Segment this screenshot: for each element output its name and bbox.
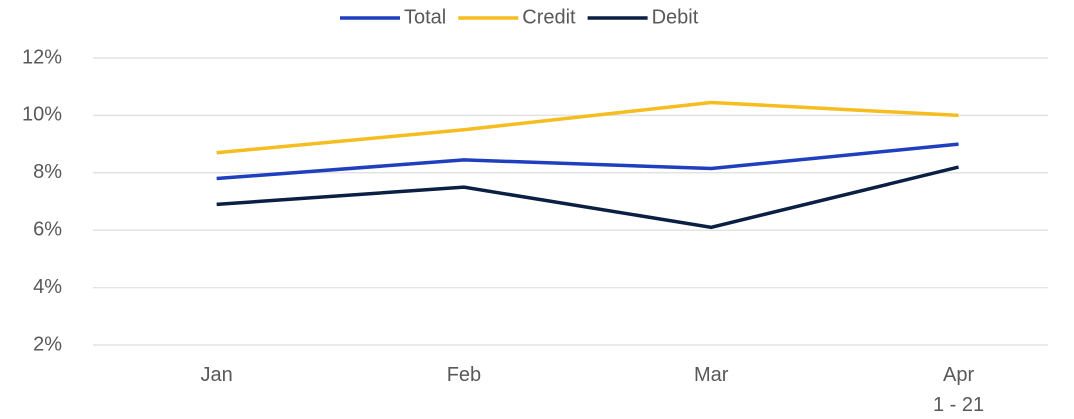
x-tick-label: Jan — [201, 364, 233, 386]
series-line — [216, 100, 959, 155]
legend-label: Credit — [522, 6, 576, 28]
x-tick-label: Feb — [447, 364, 481, 386]
y-tick-label: 2% — [33, 333, 62, 355]
y-tick-label: 12% — [22, 46, 62, 68]
legend-label: Debit — [652, 6, 699, 28]
legend-label: Total — [404, 6, 446, 28]
y-tick-label: 4% — [33, 276, 62, 298]
x-tick-label: Apr 1 - 21 — [933, 364, 984, 416]
y-tick-label: 8% — [33, 161, 62, 183]
series-line — [216, 165, 959, 230]
series-line — [216, 142, 959, 181]
x-tick-label: Mar — [694, 364, 729, 386]
y-tick-label: 6% — [33, 218, 62, 240]
y-tick-label: 10% — [22, 104, 62, 126]
